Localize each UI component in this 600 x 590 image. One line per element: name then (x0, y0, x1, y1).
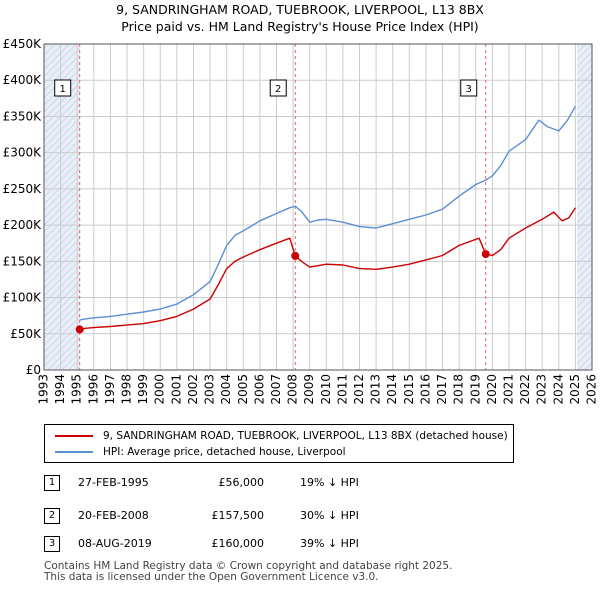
sale-date: 08-AUG-2019 (78, 537, 152, 550)
x-tick-label: 1997 (103, 374, 117, 405)
legend-swatch-hpi (55, 451, 93, 453)
x-tick-label: 1996 (86, 374, 100, 405)
x-tick-label: 2019 (468, 374, 482, 405)
x-tick-label: 2007 (269, 374, 283, 405)
x-tick-label: 2014 (385, 374, 399, 405)
plot-frame (43, 43, 593, 371)
x-tick-label: 1998 (120, 374, 134, 405)
x-tick-label: 2023 (535, 374, 549, 405)
y-tick-label: £150K (3, 254, 43, 268)
x-tick-label: 2009 (302, 374, 316, 405)
y-tick-label: £100K (3, 291, 43, 305)
price-paid-line (79, 207, 576, 331)
y-tick-label: £250K (3, 182, 43, 196)
x-tick-label: 2006 (252, 374, 266, 405)
x-tick-label: 2012 (352, 374, 366, 405)
sale-price: £160,000 (211, 537, 265, 550)
x-tick-label: 2021 (501, 374, 515, 405)
x-tick-label: 2026 (585, 374, 599, 405)
sale-marker-box (460, 79, 478, 97)
chart-title: 9, SANDRINGHAM ROAD, TUEBROOK, LIVERPOOL… (116, 2, 484, 17)
sale-price: £56,000 (218, 476, 265, 489)
x-tick-label: 2013 (369, 374, 383, 405)
x-tick-label: 2017 (435, 374, 449, 405)
sale-date: 27-FEB-1995 (78, 476, 149, 489)
x-tick-label: 2024 (551, 374, 565, 405)
sale-marker-label: 2 (275, 84, 281, 95)
legend: 9, SANDRINGHAM ROAD, TUEBROOK, LIVERPOOL… (44, 424, 514, 463)
chart-subtitle: Price paid vs. HM Land Registry's House … (121, 19, 479, 34)
sale-row: 1 27-FEB-1995 £56,000 19% ↓ HPI (44, 475, 444, 495)
x-tick-label: 1999 (136, 374, 150, 405)
sale-date: 20-FEB-2008 (78, 509, 149, 522)
sale-number-badge: 3 (44, 536, 60, 552)
x-tick-label: 2002 (186, 374, 200, 405)
y-tick-label: £200K (3, 218, 43, 232)
sale-marker-box (54, 79, 72, 97)
legend-label-price-paid: 9, SANDRINGHAM ROAD, TUEBROOK, LIVERPOOL… (103, 430, 508, 442)
sale-hpi-diff: 19% ↓ HPI (300, 476, 359, 489)
sale-marker-label: 3 (466, 84, 472, 95)
x-tick-label: 2000 (153, 374, 167, 405)
sale-hpi-diff: 30% ↓ HPI (300, 509, 359, 522)
hatched-region (577, 44, 592, 370)
sale-point (481, 250, 490, 259)
footer-copyright: Contains HM Land Registry data © Crown c… (44, 560, 453, 572)
x-tick-label: 1994 (53, 374, 67, 405)
y-tick-label: £0 (26, 363, 41, 377)
x-tick-label: 2011 (335, 374, 349, 405)
y-tick-label: £450K (3, 37, 43, 51)
y-tick-label: £400K (3, 73, 43, 87)
y-tick-label: £300K (3, 146, 43, 160)
legend-swatch-price-paid (55, 435, 93, 437)
x-tick-label: 2015 (402, 374, 416, 405)
sale-marker-box (269, 79, 287, 97)
x-tick-label: 1993 (37, 374, 51, 405)
chart-area: 1 2 3 £0 £50K £100K £150K £200K £250K £300K £350K… (3, 37, 599, 405)
sale-point (75, 325, 84, 334)
x-tick-label: 2008 (286, 374, 300, 405)
x-tick-label: 2025 (568, 374, 582, 405)
x-tick-label: 2020 (485, 374, 499, 405)
y-tick-label: £50K (10, 327, 42, 341)
x-tick-label: 2022 (518, 374, 532, 405)
x-tick-label: 2001 (169, 374, 183, 405)
sale-hpi-diff: 39% ↓ HPI (300, 537, 359, 550)
sale-marker-label: 1 (60, 84, 66, 95)
x-tick-label: 2016 (418, 374, 432, 405)
sale-price: £157,500 (211, 509, 265, 522)
footer: Contains HM Land Registry data © Crown c… (44, 561, 452, 583)
x-tick-label: 2010 (319, 374, 333, 405)
sale-point (291, 251, 300, 260)
x-tick-label: 2018 (452, 374, 466, 405)
sale-row: 3 08-AUG-2019 £160,000 39% ↓ HPI (44, 536, 444, 556)
legend-item-hpi: HPI: Average price, detached house, Live… (55, 445, 346, 459)
hpi-line (79, 105, 577, 321)
x-tick-label: 2005 (236, 374, 250, 405)
legend-item-price-paid: 9, SANDRINGHAM ROAD, TUEBROOK, LIVERPOOL… (55, 429, 508, 443)
footer-licence: This data is licensed under the Open Gov… (44, 571, 379, 583)
hatched-region (44, 44, 80, 370)
sale-number-badge: 1 (44, 475, 60, 491)
legend-label-hpi: HPI: Average price, detached house, Live… (103, 446, 346, 458)
x-tick-label: 2004 (219, 374, 233, 405)
y-tick-label: £350K (3, 109, 43, 123)
x-tick-label: 2003 (203, 374, 217, 405)
sale-row: 2 20-FEB-2008 £157,500 30% ↓ HPI (44, 508, 444, 528)
sale-number-badge: 2 (44, 508, 60, 524)
x-tick-label: 1995 (70, 374, 84, 405)
